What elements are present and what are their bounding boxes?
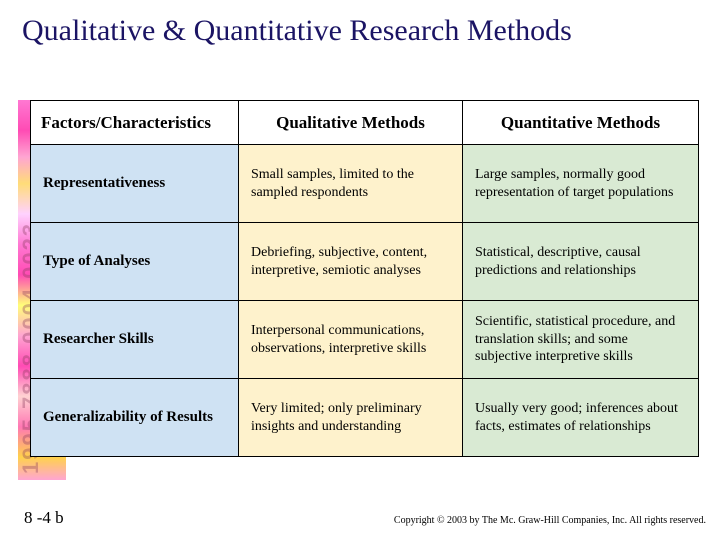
table-row: Type of Analyses Debriefing, subjective,…: [31, 223, 699, 301]
comparison-table-container: Factors/Characteristics Qualitative Meth…: [30, 100, 698, 457]
slide-title: Qualitative & Quantitative Research Meth…: [22, 14, 572, 48]
cell-quantitative: Large samples, normally good representat…: [463, 145, 699, 223]
cell-qualitative: Interpersonal communications, observatio…: [239, 301, 463, 379]
row-label: Representativeness: [31, 145, 239, 223]
cell-quantitative: Scientific, statistical procedure, and t…: [463, 301, 699, 379]
cell-qualitative: Small samples, limited to the sampled re…: [239, 145, 463, 223]
table-row: Researcher Skills Interpersonal communic…: [31, 301, 699, 379]
col-header-factors: Factors/Characteristics: [31, 101, 239, 145]
row-label: Researcher Skills: [31, 301, 239, 379]
page-number: 8 -4 b: [24, 508, 64, 528]
cell-quantitative: Statistical, descriptive, causal predict…: [463, 223, 699, 301]
col-header-quantitative: Quantitative Methods: [463, 101, 699, 145]
row-label: Type of Analyses: [31, 223, 239, 301]
table-row: Generalizability of Results Very limited…: [31, 379, 699, 457]
comparison-table: Factors/Characteristics Qualitative Meth…: [30, 100, 699, 457]
table-header-row: Factors/Characteristics Qualitative Meth…: [31, 101, 699, 145]
cell-quantitative: Usually very good; inferences about fact…: [463, 379, 699, 457]
cell-qualitative: Very limited; only preliminary insights …: [239, 379, 463, 457]
table-row: Representativeness Small samples, limite…: [31, 145, 699, 223]
col-header-qualitative: Qualitative Methods: [239, 101, 463, 145]
copyright-text: Copyright © 2003 by The Mc. Graw-Hill Co…: [394, 515, 706, 526]
row-label: Generalizability of Results: [31, 379, 239, 457]
cell-qualitative: Debriefing, subjective, content, interpr…: [239, 223, 463, 301]
